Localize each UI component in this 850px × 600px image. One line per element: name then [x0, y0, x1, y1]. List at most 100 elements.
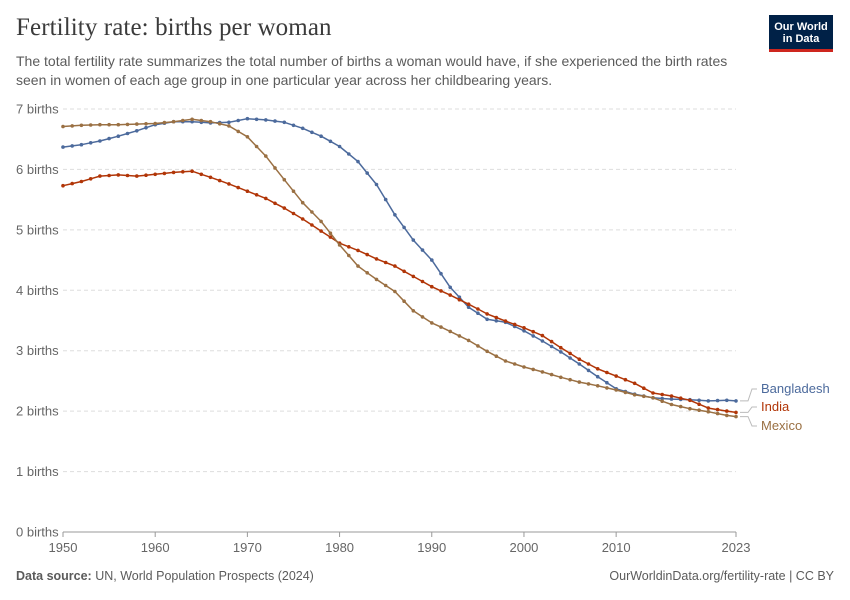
- data-point[interactable]: [319, 229, 323, 233]
- data-point[interactable]: [595, 367, 600, 371]
- data-point[interactable]: [98, 122, 102, 127]
- data-point[interactable]: [227, 182, 231, 186]
- data-point[interactable]: [549, 372, 554, 377]
- data-point[interactable]: [577, 357, 582, 362]
- data-point[interactable]: [623, 377, 628, 382]
- legend-label-india[interactable]: India: [761, 399, 790, 414]
- data-point[interactable]: [125, 173, 130, 178]
- data-point[interactable]: [605, 386, 609, 390]
- data-point[interactable]: [227, 120, 231, 125]
- data-point[interactable]: [199, 118, 204, 123]
- data-point[interactable]: [632, 381, 637, 386]
- data-point[interactable]: [217, 122, 222, 126]
- data-point[interactable]: [642, 386, 646, 391]
- data-point[interactable]: [715, 398, 720, 403]
- data-point[interactable]: [356, 159, 360, 164]
- data-point[interactable]: [365, 171, 370, 175]
- data-point[interactable]: [337, 144, 342, 149]
- data-point[interactable]: [697, 402, 701, 407]
- data-point[interactable]: [697, 398, 701, 403]
- data-point[interactable]: [236, 118, 240, 123]
- data-point[interactable]: [725, 409, 729, 413]
- data-point[interactable]: [264, 118, 268, 122]
- data-point[interactable]: [162, 120, 167, 125]
- data-point[interactable]: [328, 231, 333, 235]
- data-point[interactable]: [688, 398, 692, 403]
- data-point[interactable]: [70, 181, 74, 186]
- data-point[interactable]: [291, 211, 296, 216]
- data-point[interactable]: [107, 136, 111, 141]
- data-point[interactable]: [568, 356, 572, 360]
- data-point[interactable]: [420, 279, 425, 284]
- data-point[interactable]: [208, 175, 213, 180]
- data-point[interactable]: [725, 413, 729, 418]
- data-point[interactable]: [300, 126, 305, 131]
- legend-label-bangladesh[interactable]: Bangladesh: [761, 381, 830, 396]
- data-point[interactable]: [217, 178, 222, 183]
- data-point[interactable]: [512, 362, 517, 366]
- data-point[interactable]: [559, 375, 563, 380]
- data-point[interactable]: [430, 284, 434, 289]
- data-point[interactable]: [402, 299, 406, 304]
- data-point[interactable]: [725, 398, 729, 403]
- data-point[interactable]: [383, 197, 388, 202]
- data-point[interactable]: [457, 295, 462, 300]
- data-point[interactable]: [706, 399, 711, 403]
- data-point[interactable]: [448, 285, 453, 290]
- data-point[interactable]: [116, 173, 121, 177]
- data-point[interactable]: [485, 349, 489, 354]
- data-point[interactable]: [245, 116, 250, 121]
- data-point[interactable]: [476, 344, 480, 348]
- data-point[interactable]: [245, 189, 250, 193]
- data-point[interactable]: [282, 120, 287, 125]
- data-point[interactable]: [568, 377, 572, 382]
- data-point[interactable]: [61, 124, 65, 129]
- data-point[interactable]: [70, 144, 74, 148]
- data-point[interactable]: [466, 302, 471, 307]
- data-point[interactable]: [88, 177, 93, 181]
- data-point[interactable]: [651, 391, 655, 395]
- data-point[interactable]: [476, 311, 480, 316]
- data-point[interactable]: [300, 200, 305, 205]
- data-point[interactable]: [402, 269, 406, 274]
- data-point[interactable]: [144, 173, 148, 177]
- series-india[interactable]: [61, 169, 738, 415]
- data-point[interactable]: [660, 399, 664, 404]
- data-point[interactable]: [669, 397, 674, 401]
- data-point[interactable]: [531, 367, 535, 372]
- data-point[interactable]: [430, 258, 434, 262]
- data-point[interactable]: [642, 394, 646, 399]
- data-point[interactable]: [153, 121, 157, 126]
- data-point[interactable]: [374, 277, 379, 282]
- data-point[interactable]: [577, 380, 582, 384]
- data-point[interactable]: [734, 414, 738, 419]
- data-point[interactable]: [254, 193, 259, 197]
- data-point[interactable]: [678, 404, 683, 409]
- data-point[interactable]: [227, 124, 231, 128]
- data-point[interactable]: [522, 365, 526, 369]
- data-point[interactable]: [439, 325, 443, 329]
- data-point[interactable]: [273, 119, 277, 123]
- data-point[interactable]: [107, 173, 111, 178]
- data-point[interactable]: [79, 179, 84, 184]
- footer-url[interactable]: OurWorldinData.org/fertility-rate | CC B…: [609, 569, 834, 583]
- data-point[interactable]: [559, 345, 563, 350]
- data-point[interactable]: [291, 189, 296, 193]
- data-point[interactable]: [577, 362, 582, 366]
- data-point[interactable]: [282, 206, 287, 210]
- data-point[interactable]: [439, 271, 443, 276]
- data-point[interactable]: [88, 123, 93, 127]
- data-point[interactable]: [61, 183, 65, 188]
- data-point[interactable]: [356, 264, 360, 268]
- data-point[interactable]: [310, 210, 314, 214]
- data-point[interactable]: [125, 131, 130, 136]
- data-point[interactable]: [254, 117, 259, 122]
- data-point[interactable]: [181, 118, 185, 123]
- data-point[interactable]: [79, 142, 84, 147]
- data-point[interactable]: [420, 248, 425, 252]
- data-point[interactable]: [586, 382, 591, 386]
- data-point[interactable]: [632, 393, 637, 397]
- data-point[interactable]: [144, 122, 148, 126]
- data-point[interactable]: [660, 392, 664, 397]
- data-point[interactable]: [171, 119, 176, 124]
